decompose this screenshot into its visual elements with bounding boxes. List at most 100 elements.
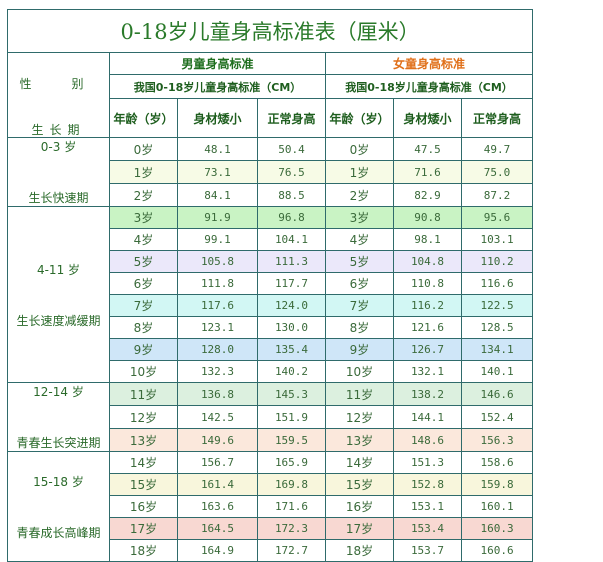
girl-normal-height-cell: 158.6 (460, 451, 534, 474)
girl-normal-height-cell: 140.1 (460, 360, 534, 383)
girl-short-stature-cell: 126.7 (393, 338, 462, 361)
boy-short-stature-cell: 164.5 (177, 517, 258, 540)
col-header-girl-normal: 正常身高 (460, 98, 534, 138)
girl-short-stature-cell: 148.6 (393, 428, 462, 452)
boy-age-cell: 9岁 (109, 338, 178, 361)
table-row: 4-11 岁生长速度减缓期 3岁 91.9 96.8 3岁 90.8 95.6 (7, 206, 598, 383)
boy-normal-height-cell: 76.5 (257, 160, 326, 184)
girl-normal-height-cell: 116.6 (460, 272, 534, 295)
boy-normal-height-cell: 50.4 (257, 137, 326, 161)
boy-normal-height-cell: 165.9 (257, 451, 326, 474)
boy-age-cell: 3岁 (109, 206, 178, 229)
girl-subheader: 我国0-18岁儿童身高标准（CM） (324, 74, 534, 99)
girl-short-stature-cell: 98.1 (393, 228, 462, 251)
girl-short-stature-cell: 116.2 (393, 294, 462, 317)
boy-short-stature-cell: 163.6 (177, 495, 258, 518)
girl-age-cell: 11岁 (325, 382, 394, 406)
girl-age-cell: 8岁 (325, 316, 394, 339)
girl-age-cell: 6岁 (325, 272, 394, 295)
boy-age-cell: 6岁 (109, 272, 178, 295)
boy-short-stature-cell: 105.8 (177, 250, 258, 273)
period-age-range: 15-18 岁 (33, 474, 84, 489)
boy-short-stature-cell: 123.1 (177, 316, 258, 339)
girl-short-stature-cell: 153.4 (393, 517, 462, 540)
girl-short-stature-cell: 144.1 (393, 405, 462, 429)
girl-short-stature-cell: 121.6 (393, 316, 462, 339)
girl-normal-height-cell: 146.6 (460, 382, 534, 406)
boy-age-cell: 11岁 (109, 382, 178, 406)
girl-short-stature-cell: 138.2 (393, 382, 462, 406)
table-row: 15-18 岁青春成长高峰期 14岁 156.7 165.9 14岁 151.3 158.6 (7, 451, 598, 562)
girl-age-cell: 13岁 (325, 428, 394, 452)
boy-normal-height-cell: 169.8 (257, 473, 326, 496)
growth-period-cell: 4-11 岁生长速度减缓期 (7, 206, 110, 383)
boy-age-cell: 13岁 (109, 428, 178, 452)
boy-age-cell: 10岁 (109, 360, 178, 383)
growth-period-cell: 15-18 岁青春成长高峰期 (7, 451, 110, 562)
height-standard-table: 0-18岁儿童身高标准表（厘米） 性 别 生长期 男童身高标准 女童身高标准 我… (6, 9, 598, 562)
girl-standard-header: 女童身高标准 (324, 52, 534, 75)
girl-short-stature-cell: 90.8 (393, 206, 462, 229)
girl-normal-height-cell: 95.6 (460, 206, 534, 229)
period-age-range: 0-3 岁 (40, 140, 77, 154)
gender-label: 性 别 (19, 77, 98, 91)
boy-short-stature-cell: 132.3 (177, 360, 258, 383)
col-header-boy-short: 身材矮小 (177, 98, 258, 138)
boy-age-cell: 5岁 (109, 250, 178, 273)
girl-normal-height-cell: 75.0 (460, 160, 534, 184)
boy-normal-height-cell: 145.3 (257, 382, 326, 406)
period-age-range: 4-11 岁 (36, 262, 81, 277)
girl-normal-height-cell: 103.1 (460, 228, 534, 251)
boy-subheader: 我国0-18岁儿童身高标准（CM） (109, 74, 326, 99)
boy-normal-height-cell: 172.7 (257, 539, 326, 562)
boy-normal-height-cell: 96.8 (257, 206, 326, 229)
boy-age-cell: 16岁 (109, 495, 178, 518)
period-name: 青春成长高峰期 (16, 525, 101, 540)
boy-age-cell: 1岁 (109, 160, 178, 184)
page-title: 0-18岁儿童身高标准表（厘米） (6, 9, 534, 53)
table-row: 6岁 111.8 117.7 6岁 110.8 116.6 (8, 272, 598, 295)
boy-normal-height-cell: 117.7 (257, 272, 326, 295)
boy-age-cell: 2岁 (109, 183, 178, 207)
girl-short-stature-cell: 132.1 (393, 360, 462, 383)
girl-normal-height-cell: 160.1 (460, 495, 534, 518)
table-row: 2岁 84.1 88.5 2岁 82.9 87.2 (8, 183, 598, 207)
table-row: 0-3 岁生长快速期 0岁 48.1 50.4 0岁 47.5 49.7 (7, 137, 598, 207)
period-name: 生长速度减缓期 (16, 313, 101, 328)
boy-normal-height-cell: 124.0 (257, 294, 326, 317)
girl-normal-height-cell: 160.3 (460, 517, 534, 540)
boy-age-cell: 15岁 (109, 473, 178, 496)
boy-short-stature-cell: 136.8 (177, 382, 258, 406)
girl-normal-height-cell: 49.7 (460, 137, 534, 161)
growth-period-cell: 0-3 岁生长快速期 (7, 137, 110, 207)
boy-short-stature-cell: 73.1 (177, 160, 258, 184)
girl-age-cell: 14岁 (325, 451, 394, 474)
girl-age-cell: 18岁 (325, 539, 394, 562)
girl-normal-height-cell: 122.5 (460, 294, 534, 317)
girl-normal-height-cell: 152.4 (460, 405, 534, 429)
girl-short-stature-cell: 152.8 (393, 473, 462, 496)
girl-short-stature-cell: 110.8 (393, 272, 462, 295)
girl-age-cell: 10岁 (325, 360, 394, 383)
girl-short-stature-cell: 153.7 (393, 539, 462, 562)
boy-short-stature-cell: 91.9 (177, 206, 258, 229)
col-header-girl-short: 身材矮小 (393, 98, 462, 138)
boy-age-cell: 7岁 (109, 294, 178, 317)
table-row: 15岁 161.4 169.8 15岁 152.8 159.8 (8, 473, 598, 496)
girl-short-stature-cell: 151.3 (393, 451, 462, 474)
girl-age-cell: 4岁 (325, 228, 394, 251)
boy-short-stature-cell: 149.6 (177, 428, 258, 452)
girl-age-cell: 1岁 (325, 160, 394, 184)
girl-age-cell: 3岁 (325, 206, 394, 229)
boy-age-cell: 14岁 (109, 451, 178, 474)
boy-short-stature-cell: 84.1 (177, 183, 258, 207)
boy-short-stature-cell: 156.7 (177, 451, 258, 474)
boy-normal-height-cell: 104.1 (257, 228, 326, 251)
table-row: 8岁 123.1 130.0 8岁 121.6 128.5 (8, 316, 598, 339)
girl-short-stature-cell: 104.8 (393, 250, 462, 273)
girl-normal-height-cell: 160.6 (460, 539, 534, 562)
period-name: 青春生长突进期 (16, 436, 101, 450)
gender-period-header: 性 别 生长期 (7, 52, 110, 138)
table-row: 9岁 128.0 135.4 9岁 126.7 134.1 (8, 338, 598, 361)
boy-normal-height-cell: 88.5 (257, 183, 326, 207)
